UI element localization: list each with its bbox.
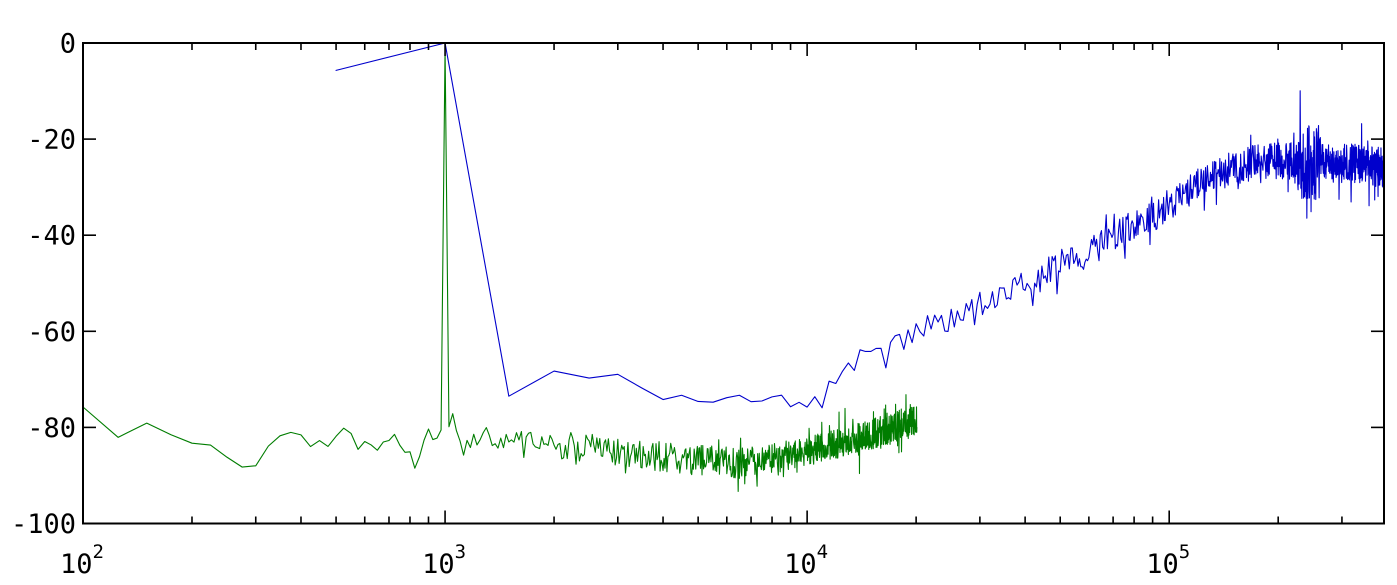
y-tick-label: 0	[60, 29, 76, 60]
plot-frame	[82, 42, 1385, 525]
y-tick-label: -60	[27, 317, 76, 348]
y-tick-label: -40	[27, 221, 76, 252]
series-blue-line	[335, 42, 1385, 409]
series-green-line	[82, 47, 918, 492]
x-tick-label: 103	[422, 541, 466, 580]
y-tick-label: -80	[27, 413, 76, 444]
x-tick-label: 104	[784, 541, 828, 580]
y-tick-label: -20	[27, 125, 76, 156]
series-layer	[82, 42, 1385, 492]
y-tick-label: -100	[11, 509, 76, 540]
axes-layer	[82, 42, 1385, 525]
x-tick-label: 102	[60, 541, 104, 580]
x-tick-label: 105	[1146, 541, 1190, 580]
